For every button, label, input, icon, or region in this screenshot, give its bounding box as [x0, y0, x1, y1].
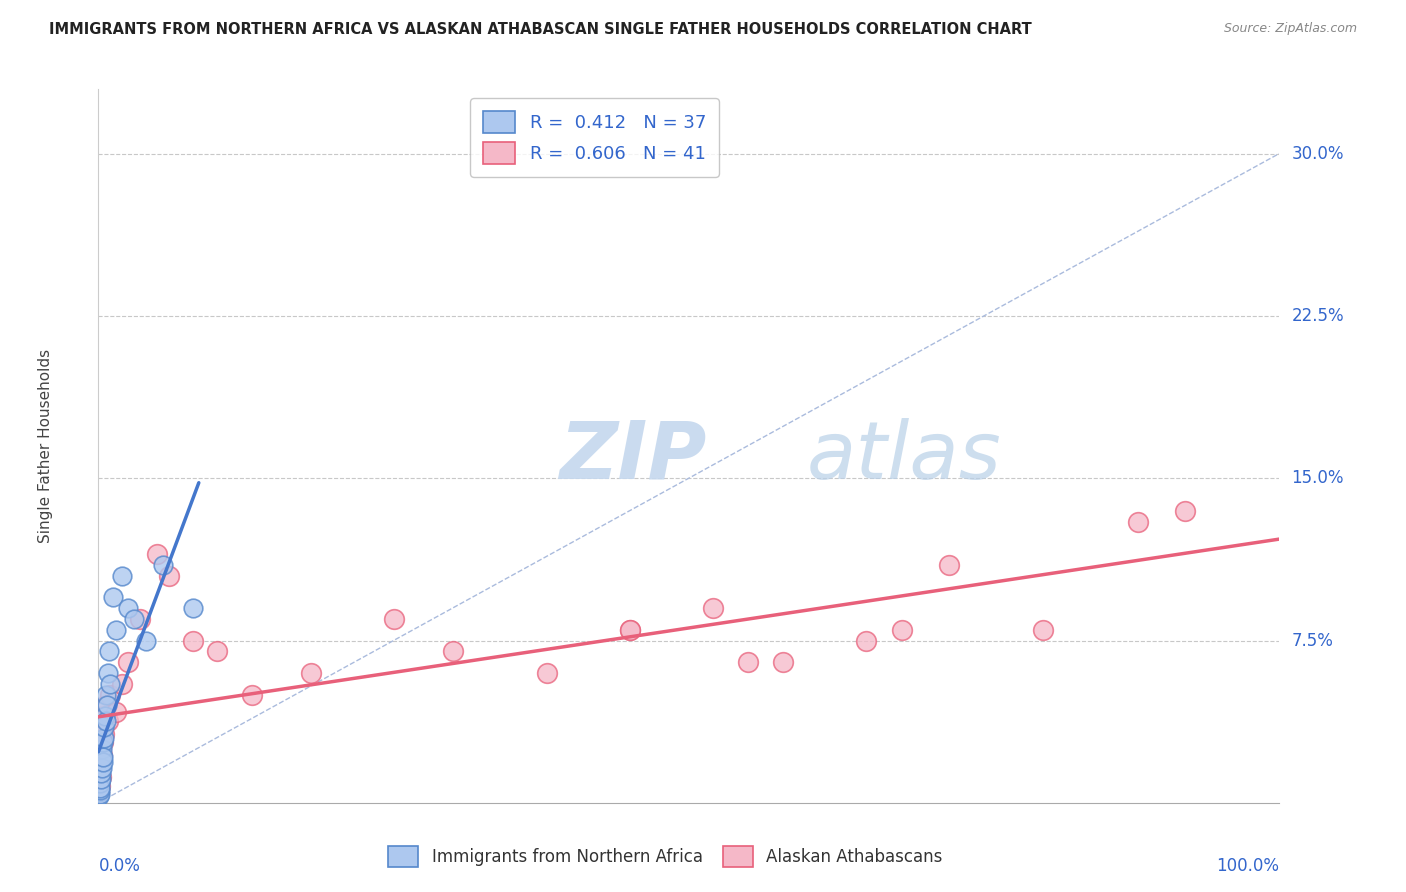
Point	[93, 726, 115, 740]
Point	[772, 655, 794, 669]
Point	[89, 785, 111, 799]
Point	[382, 612, 405, 626]
Point	[91, 750, 114, 764]
Point	[938, 558, 960, 572]
Point	[89, 782, 111, 797]
Text: Source: ZipAtlas.com: Source: ZipAtlas.com	[1223, 22, 1357, 36]
Point	[91, 735, 114, 749]
Point	[89, 776, 111, 790]
Point	[91, 755, 114, 769]
Point	[89, 774, 111, 789]
Point	[299, 666, 322, 681]
Legend: R =  0.412   N = 37, R =  0.606   N = 41: R = 0.412 N = 37, R = 0.606 N = 41	[470, 98, 718, 177]
Point	[619, 623, 641, 637]
Text: Single Father Households: Single Father Households	[38, 349, 53, 543]
Point	[97, 714, 120, 728]
Point	[702, 601, 724, 615]
Point	[91, 741, 114, 756]
Point	[89, 764, 111, 778]
Point	[1126, 515, 1149, 529]
Point	[96, 698, 118, 713]
Point	[90, 756, 112, 771]
Point	[619, 623, 641, 637]
Point	[94, 714, 117, 728]
Point	[89, 780, 111, 795]
Point	[152, 558, 174, 572]
Point	[890, 623, 912, 637]
Point	[89, 787, 111, 801]
Text: IMMIGRANTS FROM NORTHERN AFRICA VS ALASKAN ATHABASCAN SINGLE FATHER HOUSEHOLDS C: IMMIGRANTS FROM NORTHERN AFRICA VS ALASK…	[49, 22, 1032, 37]
Point	[89, 753, 111, 767]
Point	[93, 720, 115, 734]
Point	[90, 772, 112, 786]
Text: 22.5%: 22.5%	[1291, 307, 1344, 326]
Point	[91, 761, 114, 775]
Point	[90, 765, 112, 780]
Point	[98, 644, 121, 658]
Point	[94, 688, 117, 702]
Point	[205, 644, 228, 658]
Point	[93, 731, 115, 745]
Point	[89, 779, 111, 793]
Text: 100.0%: 100.0%	[1216, 857, 1279, 875]
Point	[111, 568, 134, 582]
Point	[855, 633, 877, 648]
Point	[90, 756, 112, 771]
Text: 15.0%: 15.0%	[1291, 469, 1344, 487]
Point	[181, 633, 204, 648]
Point	[146, 547, 169, 561]
Text: 30.0%: 30.0%	[1291, 145, 1344, 163]
Point	[157, 568, 180, 582]
Point	[87, 785, 110, 799]
Point	[90, 770, 112, 784]
Point	[90, 753, 112, 767]
Point	[105, 623, 128, 637]
Text: 7.5%: 7.5%	[1291, 632, 1333, 649]
Point	[89, 770, 111, 784]
Point	[94, 698, 117, 713]
Point	[87, 789, 110, 804]
Point	[90, 748, 112, 763]
Text: ZIP: ZIP	[560, 417, 706, 496]
Point	[737, 655, 759, 669]
Point	[98, 688, 121, 702]
Point	[128, 612, 150, 626]
Point	[89, 779, 111, 793]
Point	[111, 677, 134, 691]
Point	[89, 764, 111, 778]
Point	[89, 774, 111, 789]
Text: 0.0%: 0.0%	[98, 857, 141, 875]
Point	[101, 591, 124, 605]
Point	[122, 612, 145, 626]
Point	[98, 677, 121, 691]
Point	[441, 644, 464, 658]
Point	[90, 741, 112, 756]
Point	[181, 601, 204, 615]
Point	[240, 688, 263, 702]
Text: atlas: atlas	[807, 417, 1002, 496]
Point	[1174, 504, 1197, 518]
Point	[117, 655, 139, 669]
Point	[97, 666, 120, 681]
Point	[117, 601, 139, 615]
Point	[105, 705, 128, 719]
Point	[135, 633, 157, 648]
Point	[90, 748, 112, 763]
Point	[91, 735, 114, 749]
Point	[536, 666, 558, 681]
Point	[91, 709, 114, 723]
Point	[94, 709, 117, 723]
Point	[91, 720, 114, 734]
Point	[90, 731, 112, 745]
Point	[1032, 623, 1054, 637]
